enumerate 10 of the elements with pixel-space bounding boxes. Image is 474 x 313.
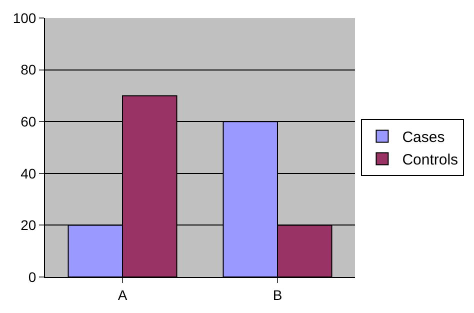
x-tick-label: B — [272, 286, 282, 303]
x-tick-label: A — [118, 286, 128, 303]
legend-label: Controls — [402, 152, 458, 169]
legend-label: Cases — [402, 129, 445, 146]
y-tick-label: 60 — [20, 114, 36, 130]
y-tick-label: 0 — [28, 268, 36, 285]
y-tick-label: 100 — [12, 10, 36, 26]
y-tick-label: 80 — [20, 62, 36, 78]
y-tick-label: 40 — [20, 165, 36, 182]
y-tick-label: 20 — [20, 217, 36, 234]
